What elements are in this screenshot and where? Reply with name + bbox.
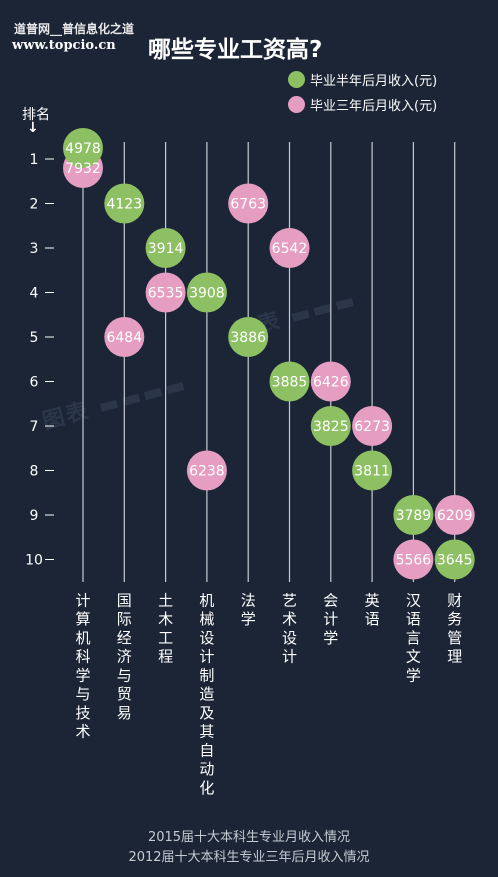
data-label: 6426 [313,375,349,391]
chart-title: 哪些专业工资高? [148,37,323,63]
data-point-green [104,183,145,224]
rank-tick-label: 5 [30,330,39,346]
site-name: 道普网__普信息化之道 [14,22,135,36]
rank-arrow-icon: ↓ [27,120,39,136]
data-point-green [269,361,310,402]
data-label: 6484 [106,330,142,346]
category-label: 艺术设计 [282,591,297,665]
rank-tick-label: 7 [30,419,39,435]
category-label: 法学 [241,591,256,628]
legend-label-pink: 毕业三年后月收入(元) [310,99,438,114]
data-point-green [186,272,227,313]
category-label: 英语 [365,591,380,628]
rank-tick-label: 1 [30,152,39,168]
footer-line-2: 2012届十大本科生专业三年后月收入情况 [128,850,370,865]
data-label: 3908 [189,286,225,302]
data-label: 6273 [354,419,390,435]
category-label: 汉语言文学 [406,591,421,684]
category-label: 会计学 [323,591,338,647]
data-point-pink [269,228,310,268]
data-point-green [393,495,434,535]
data-point-pink [393,539,434,580]
data-point-pink [104,317,145,357]
data-point-green [228,317,269,357]
data-label: 6542 [272,241,308,257]
data-point-green [145,228,186,268]
data-label: 6238 [189,464,225,480]
rank-axis-title: 排名 [22,107,50,123]
category-label: 机械设计制造及其自动化 [199,591,214,797]
data-point-pink [145,272,186,313]
data-label: 6763 [230,197,266,213]
rank-tick-label: 3 [30,241,39,257]
data-point-green [352,450,393,491]
data-label: 3811 [354,464,390,480]
legend-label-green: 毕业半年后月收入(元) [310,74,438,89]
category-label: 土木工程 [158,591,173,665]
data-label: 6209 [437,508,473,524]
footer-line-1: 2015届十大本科生专业月收入情况 [147,830,351,845]
data-point-green [434,539,475,580]
data-label: 4978 [65,141,101,157]
data-point-pink [228,183,269,224]
rank-tick-label: 9 [30,508,39,524]
rank-tick-label: 4 [30,286,39,302]
legend-swatch-green [288,71,305,88]
data-label: 6535 [148,286,184,302]
rank-tick-label: 10 [25,553,43,569]
data-label: 3914 [148,241,184,257]
data-label: 4123 [106,197,142,213]
site-url: www.topcio.cn [12,38,116,53]
data-point-pink [310,361,351,402]
data-label: 3645 [437,553,473,569]
data-point-green [310,406,351,446]
data-point-pink [434,495,475,535]
rank-tick-label: 6 [30,375,39,391]
rank-tick-label: 2 [30,197,39,213]
data-label: 3885 [272,375,308,391]
legend-item-pink: 毕业三年后月收入(元) [288,95,437,114]
data-label: 3886 [230,330,266,346]
data-point-pink [186,450,227,491]
category-label: 计算机科学与技术 [75,591,90,740]
data-label: 3825 [313,419,349,435]
category-label: 国际经济与贸易 [117,591,132,722]
data-label: 7932 [65,161,101,177]
data-point-pink [352,406,393,446]
rank-tick-label: 8 [30,464,39,480]
data-point-green [63,128,103,168]
data-label: 3789 [396,508,432,524]
legend-item-green: 毕业半年后月收入(元) [288,70,437,89]
data-label: 5566 [396,553,432,569]
legend-swatch-pink [288,96,305,113]
category-label: 财务管理 [447,591,462,665]
